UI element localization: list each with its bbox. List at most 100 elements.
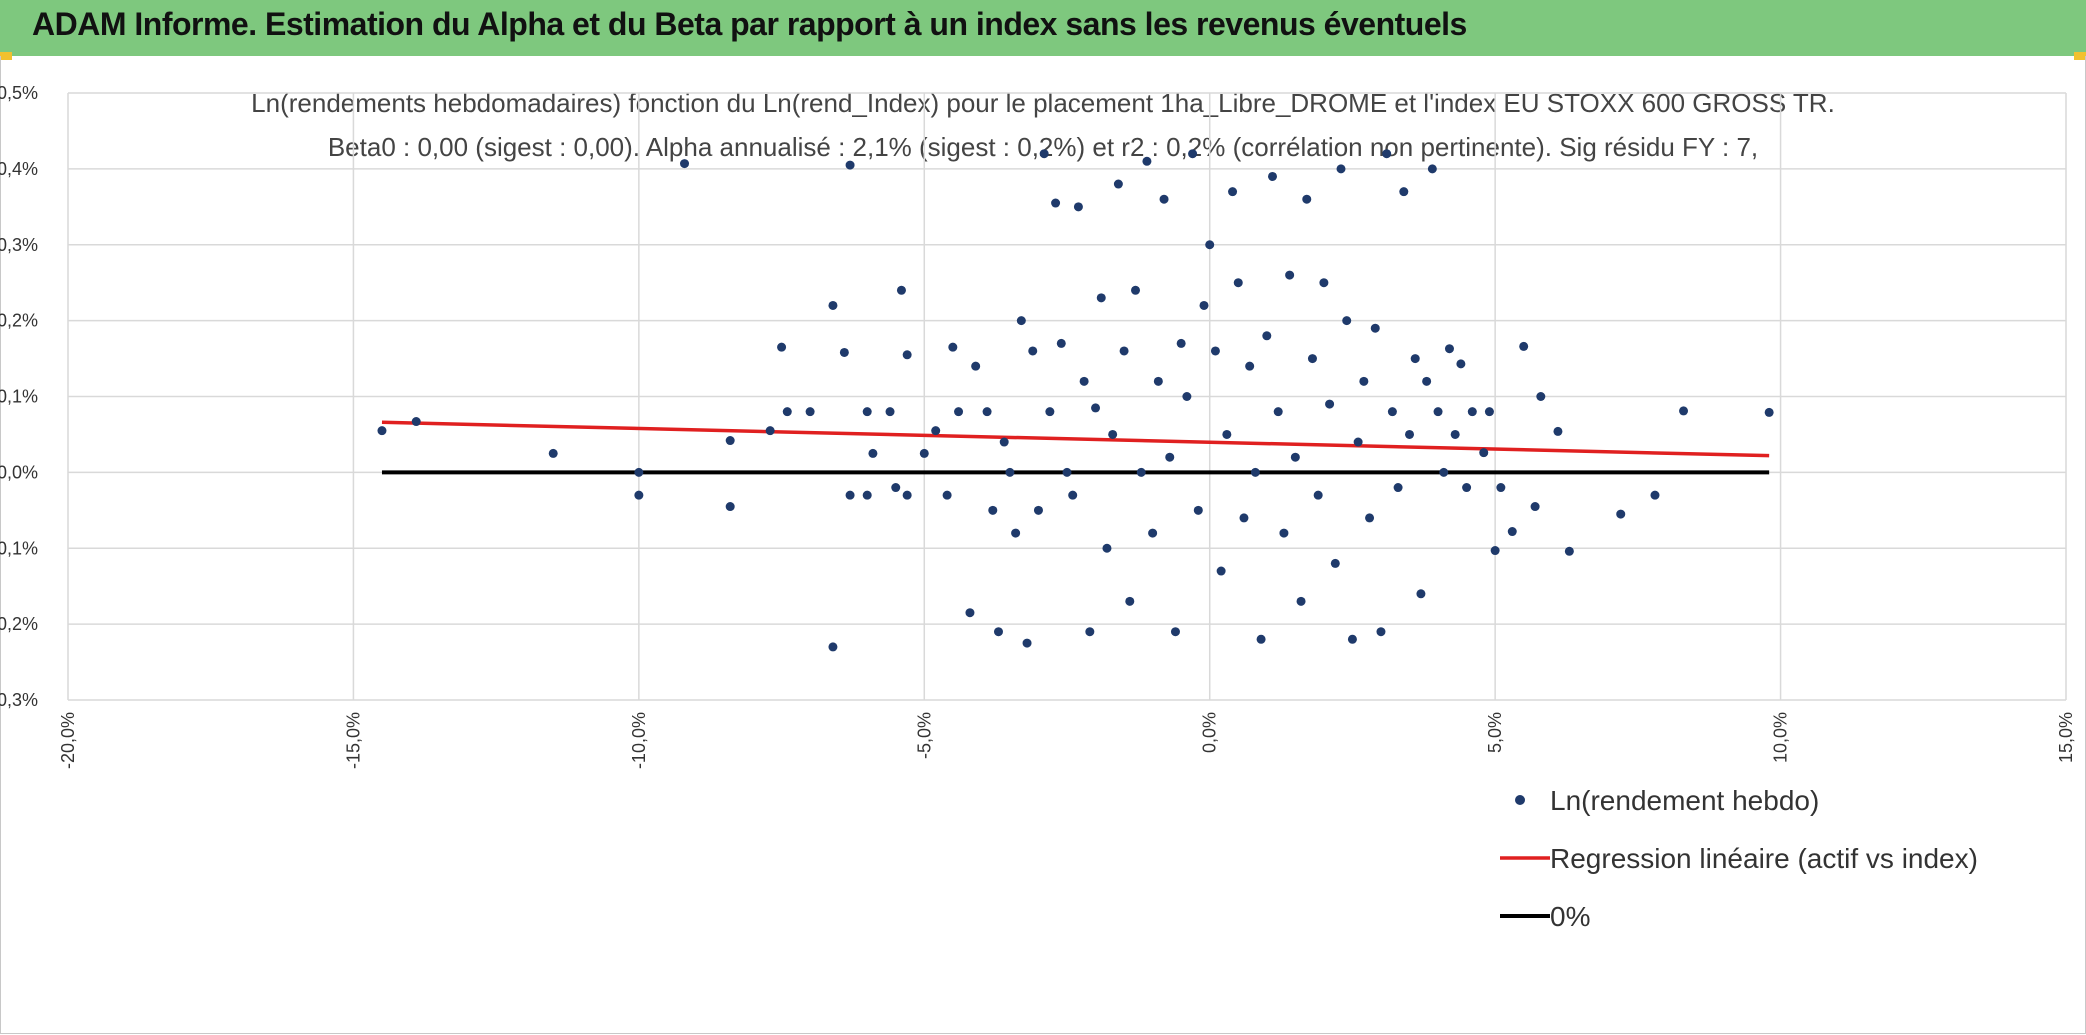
scatter-point bbox=[1165, 452, 1175, 462]
scatter-point bbox=[1496, 483, 1506, 493]
scatter-point bbox=[1490, 546, 1500, 556]
scatter-point bbox=[1176, 338, 1186, 348]
scatter-point bbox=[1302, 194, 1312, 204]
scatter-point bbox=[1376, 627, 1386, 637]
y-tick-label: 0,1% bbox=[0, 387, 38, 407]
accent-right bbox=[2074, 52, 2086, 60]
scatter-point bbox=[999, 437, 1009, 447]
scatter-point bbox=[1216, 566, 1226, 576]
x-tick-label: 15,0% bbox=[2056, 712, 2076, 763]
legend-label-points: Ln(rendement hebdo) bbox=[1550, 785, 1819, 816]
scatter-point bbox=[725, 436, 735, 446]
scatter-point bbox=[1347, 634, 1357, 644]
scatter-point bbox=[1353, 437, 1363, 447]
y-tick-label: 0,5% bbox=[0, 83, 38, 103]
scatter-point bbox=[1210, 346, 1220, 356]
scatter-point bbox=[902, 350, 912, 360]
scatter-point bbox=[634, 467, 644, 477]
scatter-point bbox=[1536, 392, 1546, 401]
scatter-point bbox=[1051, 198, 1061, 208]
scatter-point bbox=[971, 361, 981, 371]
scatter-point bbox=[777, 342, 787, 352]
x-tick-label: 5,0% bbox=[1485, 712, 1505, 753]
scatter-point bbox=[1079, 376, 1089, 386]
scatter-point bbox=[862, 490, 872, 500]
regression-line bbox=[381, 420, 1770, 458]
scatter-point bbox=[805, 407, 815, 417]
scatter-point bbox=[1519, 341, 1529, 351]
scatter-point bbox=[896, 285, 906, 295]
scatter-point bbox=[782, 407, 792, 417]
scatter-point bbox=[1679, 406, 1689, 416]
scatter-point bbox=[1330, 558, 1340, 568]
y-tick-label: -0,2% bbox=[0, 614, 38, 634]
scatter-point bbox=[1113, 179, 1123, 189]
scatter-point bbox=[1256, 634, 1266, 644]
report-title: ADAM Informe. Estimation du Alpha et du … bbox=[32, 6, 1467, 42]
y-tick-label: 0,4% bbox=[0, 159, 38, 179]
scatter-point bbox=[1530, 502, 1540, 512]
scatter-point bbox=[965, 608, 975, 618]
scatter-point bbox=[1433, 407, 1443, 417]
scatter-point bbox=[1382, 149, 1392, 159]
scatter-point bbox=[1250, 467, 1260, 477]
header-bar: ADAM Informe. Estimation du Alpha et du … bbox=[0, 0, 2086, 56]
scatter-point bbox=[1462, 483, 1472, 493]
x-tick-label: -5,0% bbox=[914, 712, 934, 759]
scatter-point bbox=[1205, 240, 1215, 250]
scatter-point bbox=[885, 407, 895, 417]
x-tick-label: 10,0% bbox=[1771, 712, 1791, 763]
scatter-point bbox=[1764, 407, 1774, 417]
scatter-point bbox=[1365, 513, 1375, 523]
scatter-point bbox=[1564, 546, 1574, 556]
scatter-point bbox=[1307, 354, 1317, 364]
y-tick-label: 0,0% bbox=[0, 462, 38, 482]
scatter-point bbox=[1290, 452, 1300, 462]
scatter-point bbox=[1148, 528, 1158, 538]
scatter-point bbox=[1142, 156, 1152, 166]
scatter-point bbox=[1313, 490, 1323, 500]
scatter-point bbox=[902, 490, 912, 500]
scatter-point bbox=[411, 417, 421, 427]
scatter-point bbox=[1359, 376, 1369, 386]
y-tick-label: -0,3% bbox=[0, 690, 38, 710]
scatter-point bbox=[1553, 426, 1563, 436]
scatter-point bbox=[1405, 429, 1415, 439]
scatter-point bbox=[1170, 627, 1180, 637]
scatter-point bbox=[1416, 589, 1426, 599]
scatter-point bbox=[988, 505, 998, 515]
scatter-point bbox=[1005, 467, 1015, 477]
scatter-point bbox=[1273, 407, 1283, 417]
y-tick-label: -0,1% bbox=[0, 538, 38, 558]
scatter-point bbox=[1033, 505, 1043, 515]
scatter-point bbox=[982, 407, 992, 417]
scatter-point bbox=[1182, 392, 1192, 401]
scatter-point bbox=[1262, 331, 1272, 341]
scatter-point bbox=[993, 627, 1003, 637]
scatter-point bbox=[1119, 346, 1129, 356]
scatter-point bbox=[1125, 596, 1135, 606]
scatter-point bbox=[1484, 407, 1494, 417]
scatter-point bbox=[1370, 323, 1380, 333]
scatter-point bbox=[765, 426, 775, 436]
scatter-point bbox=[1062, 467, 1072, 477]
scatter-point bbox=[1199, 300, 1209, 310]
scatter-point bbox=[1427, 164, 1437, 174]
x-tick-label: -10,0% bbox=[629, 712, 649, 769]
accent-left bbox=[0, 52, 12, 60]
scatter-point bbox=[1073, 202, 1083, 212]
scatter-point bbox=[1091, 403, 1101, 413]
scatter-point bbox=[1239, 513, 1249, 523]
scatter-point bbox=[828, 300, 838, 310]
scatter-point bbox=[1068, 490, 1078, 500]
x-tick-label: -20,0% bbox=[58, 712, 78, 769]
y-tick-label: 0,2% bbox=[0, 311, 38, 331]
scatter-point bbox=[1039, 149, 1049, 159]
scatter-point bbox=[680, 159, 690, 169]
scatter-point bbox=[1096, 293, 1106, 303]
scatter-point bbox=[725, 502, 735, 512]
scatter-point bbox=[1016, 316, 1026, 326]
scatter-point bbox=[1479, 448, 1489, 458]
scatter-point bbox=[1188, 149, 1198, 159]
